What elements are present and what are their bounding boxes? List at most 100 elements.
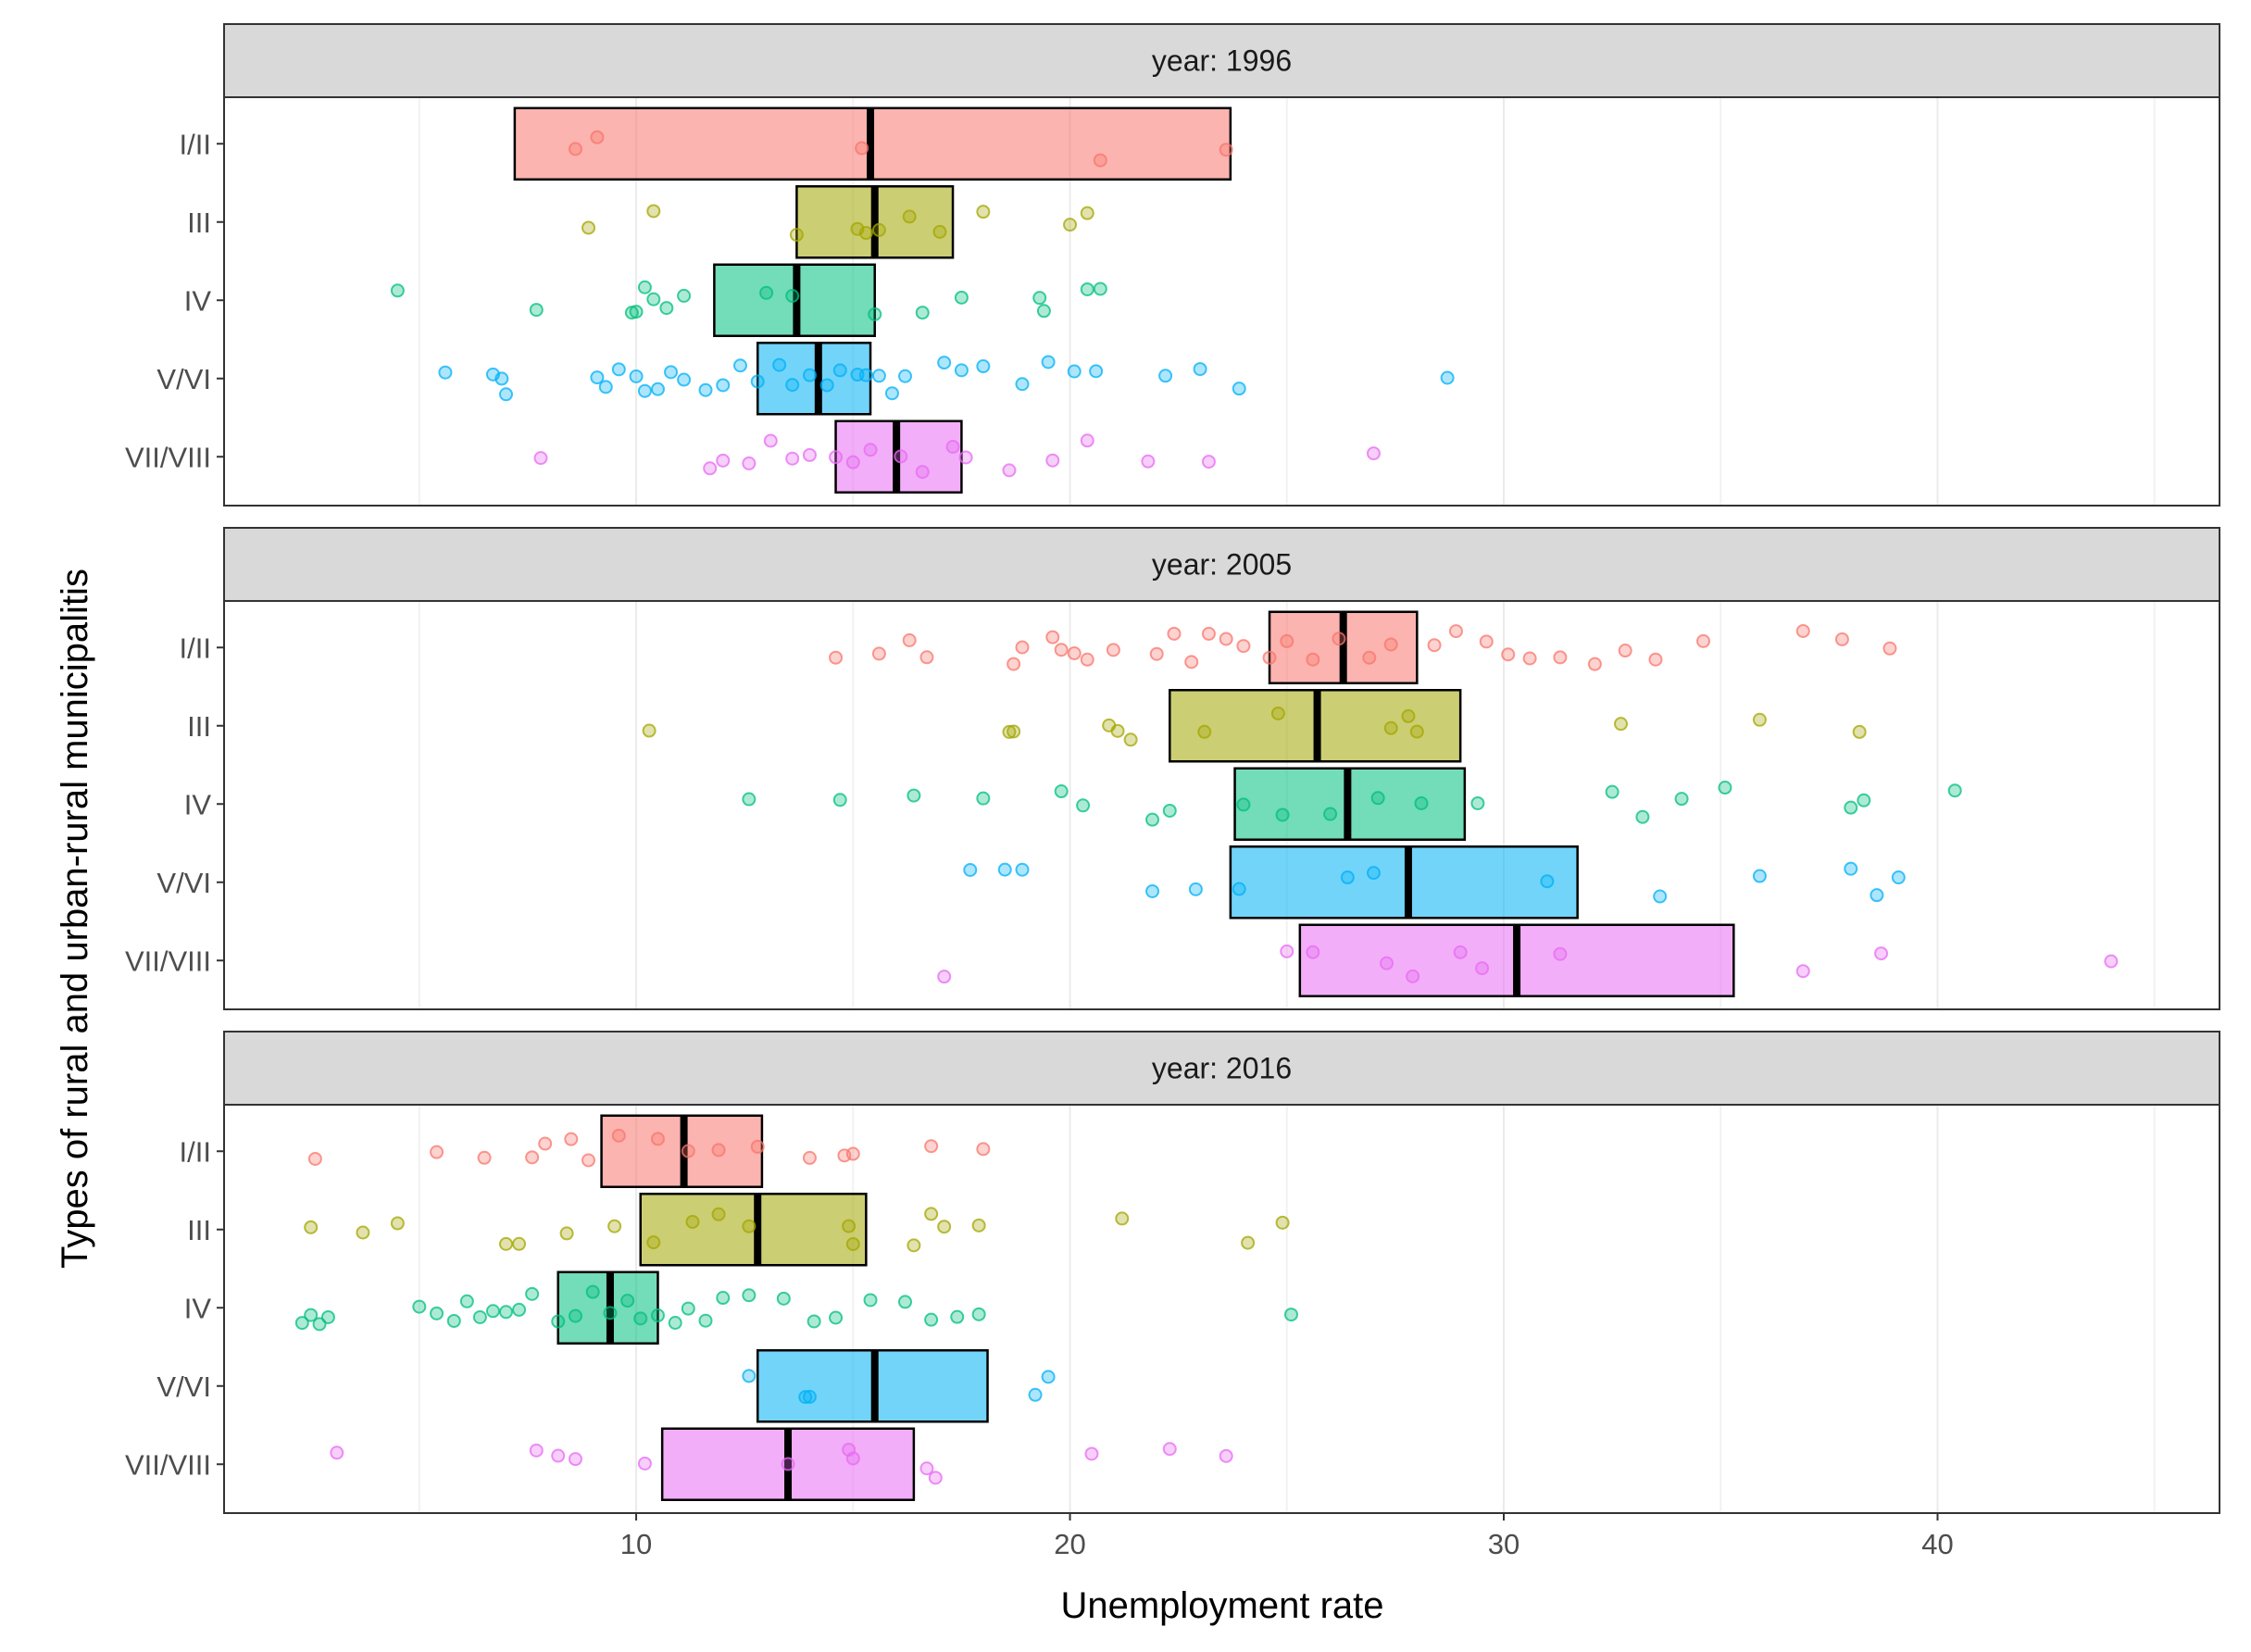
data-point [1332,632,1346,646]
data-point [1201,455,1216,469]
data-point [1409,724,1424,739]
data-point [858,368,873,382]
points-v-vi [963,861,1906,904]
data-point [499,1305,514,1320]
data-point [871,369,886,383]
data-point [976,1142,991,1157]
data-point [928,1471,943,1485]
data-point [829,650,844,665]
data-point [1162,803,1177,818]
data-point [915,306,930,320]
x-tick-label: 30 [1488,1528,1519,1560]
x-tick-label: 10 [620,1528,652,1560]
data-point [1587,657,1602,671]
data-point [1795,964,1810,979]
data-point [858,226,873,241]
data-point [1089,364,1104,379]
panel-background [224,1105,2220,1513]
data-point [1857,793,1871,807]
crossbar-iii [639,1193,868,1267]
data-point [711,1207,726,1221]
data-point [1280,633,1294,648]
data-point [919,1461,934,1476]
data-point [1362,650,1377,665]
data-point [781,1457,795,1471]
data-point [650,1308,665,1323]
data-point [907,1238,921,1253]
data-point [1193,362,1207,377]
data-point [829,1310,844,1325]
data-point [1236,639,1251,654]
points-v-vi [438,355,1455,402]
data-point [529,303,544,318]
crossbar-iv [713,263,876,337]
data-point [924,1312,939,1327]
data-point [1553,650,1568,665]
data-point [1844,861,1858,876]
data-point [1882,641,1897,656]
data-point [603,1306,618,1320]
x-tick-label: 20 [1054,1528,1085,1560]
points-iv [742,781,1962,827]
data-point [646,292,661,307]
data-point [997,862,1012,877]
y-tick-label: V/VI [156,1370,211,1403]
data-point [472,1309,487,1324]
data-point [971,1307,986,1321]
data-point [789,228,804,243]
facet-panel-year-2005: year: 2005 I/II III IV V/VI VII/VIII [125,527,2220,1010]
data-point [750,374,765,389]
crossbar-i-ii [513,106,1232,181]
data-point [732,358,747,373]
data-point [529,1443,544,1458]
data-point [937,970,952,984]
points-iv [390,280,1107,321]
data-point [742,1288,757,1303]
data-point [1947,783,1962,798]
points-v-vi [742,1369,1056,1405]
data-point [868,307,882,321]
data-point [1067,364,1082,379]
data-point [855,141,869,156]
x-tick-label: 40 [1921,1528,1953,1560]
data-point [716,378,731,393]
data-point [832,363,847,378]
data-point [1553,946,1568,961]
data-point [551,1314,566,1329]
data-point [650,382,665,396]
data-point [842,1219,857,1233]
data-point [1340,870,1355,885]
data-point [477,1150,492,1165]
data-point [1718,781,1732,795]
data-point [564,1132,579,1146]
data-point [1479,634,1494,649]
data-point [459,1294,474,1308]
crossbar-box [639,1193,868,1267]
data-point [390,1216,405,1231]
data-point [512,1302,527,1317]
data-point [742,456,757,470]
points-iv [294,1284,1298,1332]
data-point [1366,446,1381,461]
data-point [1540,874,1555,889]
data-point [711,1143,726,1158]
data-point [1648,652,1663,667]
data-point [832,793,847,807]
facet-panel-year-2016: year: 2016 I/II III IV V/VI VII/VIII 10 20 30 40 [125,1031,2220,1560]
data-point [1106,643,1120,657]
points-iii [304,1207,1290,1253]
y-tick-label: I/II [180,128,211,160]
data-point [499,387,514,402]
data-point [1380,956,1394,970]
data-point [650,1132,665,1146]
facet-strip-label: year: 2005 [1152,548,1292,582]
data-point [390,283,405,298]
data-point [776,1291,791,1306]
data-point [750,1139,765,1154]
data-point [871,222,886,237]
data-point [1834,632,1849,646]
data-point [659,301,674,316]
data-point [1041,355,1056,369]
y-tick-label: III [187,1214,211,1246]
data-point [1470,795,1485,810]
